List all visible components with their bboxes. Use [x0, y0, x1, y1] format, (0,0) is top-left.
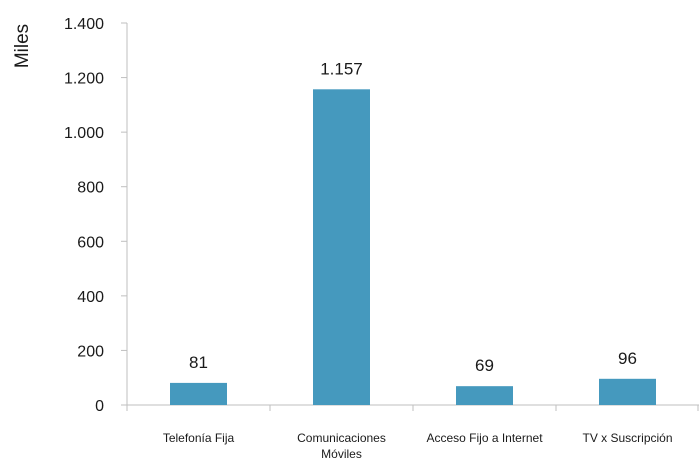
data-label: 96 — [618, 349, 637, 368]
data-label: 1.157 — [320, 59, 363, 78]
x-tick-label: Comunicaciones — [297, 431, 386, 445]
x-axis — [126, 404, 699, 411]
y-tick-label: 1.200 — [64, 71, 104, 88]
x-tick-label: TV x Suscripción — [582, 431, 672, 445]
bar — [170, 382, 227, 405]
x-tick-label: Telefonía Fija — [163, 431, 235, 445]
x-tick-labels-group: Telefonía Fija Comunicaciones Móviles Acces… — [163, 431, 673, 461]
y-tick-label: 800 — [77, 180, 104, 197]
data-label: 69 — [475, 356, 494, 375]
data-label: 81 — [189, 353, 208, 372]
x-tick-label: Móviles — [321, 447, 362, 461]
y-axis-label: Miles — [12, 24, 33, 68]
bar — [599, 378, 656, 405]
x-tick-label: Acceso Fijo a Internet — [426, 431, 543, 445]
y-tick-label: 0 — [95, 398, 104, 415]
bar — [313, 89, 370, 405]
y-tick-label: 1.400 — [64, 16, 104, 33]
y-tick-label: 1.000 — [64, 125, 104, 142]
bar — [456, 386, 513, 405]
data-labels-group: 81 1.157 69 96 — [189, 59, 637, 375]
y-tick-label: 600 — [77, 234, 104, 251]
bars-group — [170, 89, 656, 405]
y-axis: 0 200 400 600 800 1.000 1.200 1.400 — [64, 16, 128, 415]
y-tick-label: 200 — [77, 343, 104, 360]
y-tick-label: 400 — [77, 289, 104, 306]
